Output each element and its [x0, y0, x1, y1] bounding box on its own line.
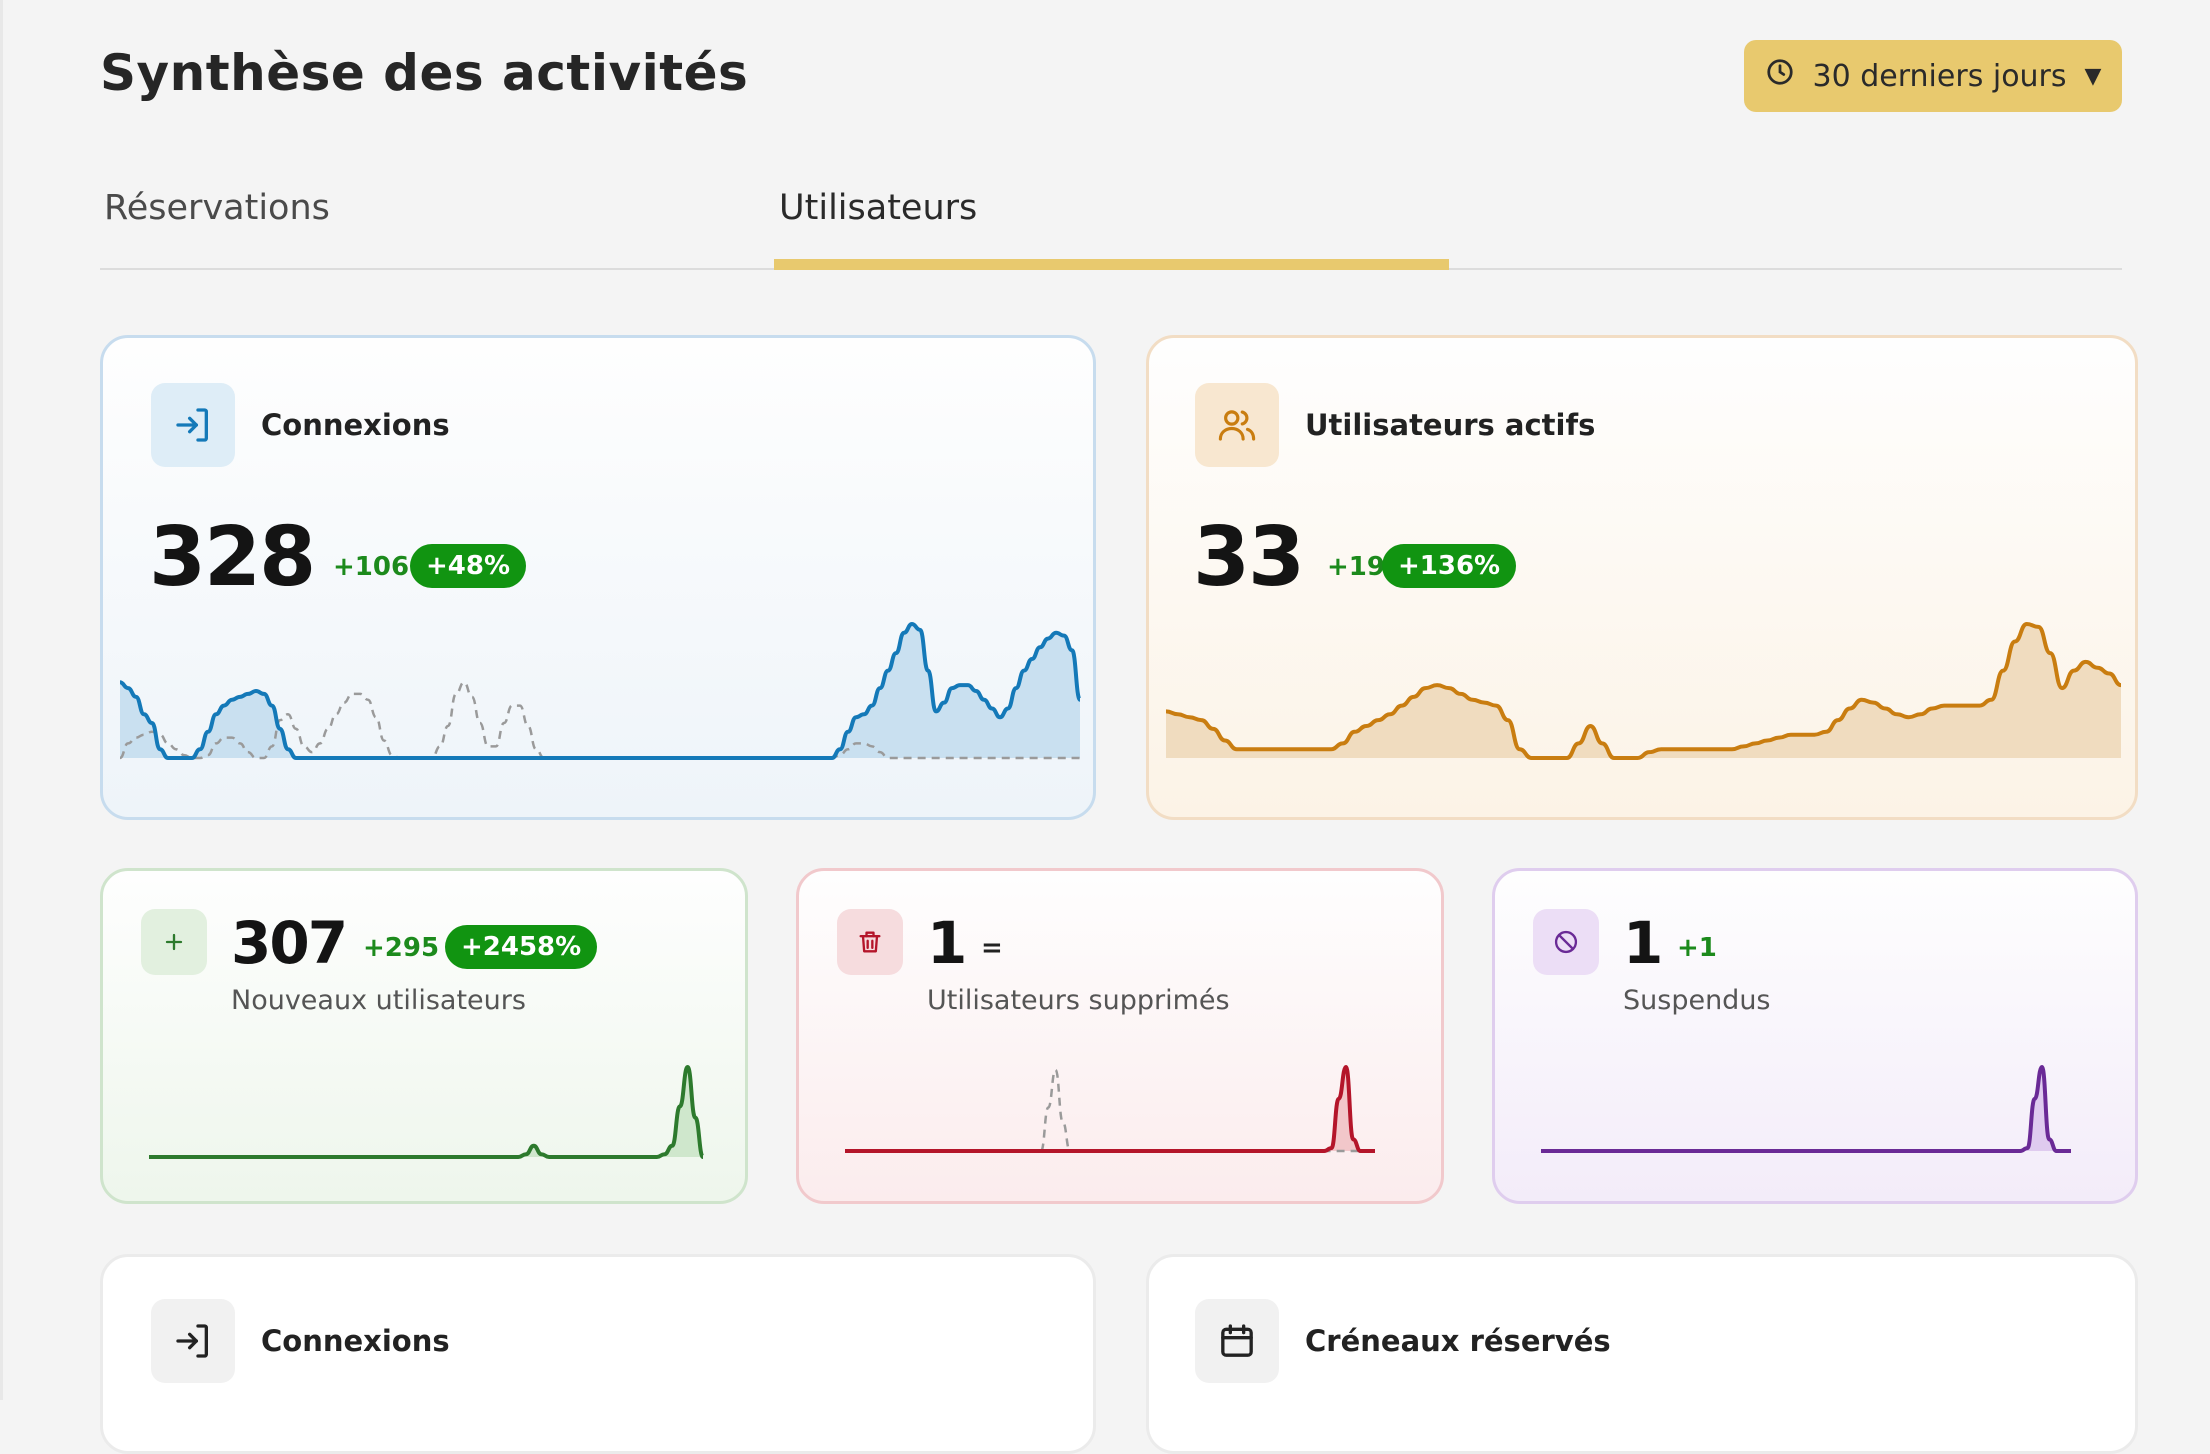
- active-tab-indicator: [774, 259, 1449, 270]
- tab-reservations[interactable]: Réservations: [104, 188, 330, 228]
- metric-delta: +295: [363, 933, 440, 963]
- metric-percent-badge: +136%: [1382, 544, 1517, 588]
- clock-icon: [1765, 57, 1795, 95]
- period-label: 30 derniers jours: [1812, 58, 2067, 94]
- period-selector[interactable]: 30 derniers jours ▼: [1744, 40, 2122, 112]
- sparkline-line: [148, 1065, 705, 1159]
- sparkline-chart: [1541, 1065, 2071, 1153]
- card-title: Connexions: [261, 408, 450, 442]
- metric-value: 328: [149, 510, 316, 605]
- left-border: [0, 0, 3, 1400]
- sparkline-chart: [148, 1065, 705, 1159]
- metric-delta: +19: [1327, 552, 1385, 582]
- sparkline-area: [1166, 624, 2121, 758]
- users-icon: [1195, 383, 1279, 467]
- metric-label: Nouveaux utilisateurs: [231, 985, 526, 1016]
- plus-icon: [141, 909, 207, 975]
- metric-value: 33: [1193, 510, 1305, 605]
- sparkline-area: [120, 624, 1080, 758]
- metric-percent-badge: +2458%: [445, 925, 598, 969]
- card-connexions-detail: Connexions: [100, 1254, 1096, 1454]
- tab-utilisateurs[interactable]: Utilisateurs: [779, 188, 978, 228]
- page-title: Synthèse des activités: [100, 44, 749, 102]
- card-title: Créneaux réservés: [1305, 1324, 1611, 1358]
- metric-delta: =: [981, 933, 1003, 963]
- card-utilisateurs-supprimes: 1 = Utilisateurs supprimés: [796, 868, 1444, 1204]
- trash-icon: [837, 909, 903, 975]
- metric-value: 1: [1623, 909, 1663, 977]
- metric-label: Utilisateurs supprimés: [927, 985, 1230, 1016]
- card-suspendus: 1 +1 Suspendus: [1492, 868, 2138, 1204]
- sparkline-line: [1165, 622, 2122, 760]
- card-creneaux-reserves: Créneaux réservés: [1146, 1254, 2138, 1454]
- sparkline-chart: [845, 1065, 1375, 1153]
- metric-percent-badge: +48%: [410, 544, 527, 588]
- card-title: Connexions: [261, 1324, 450, 1358]
- sparkline-area: [845, 1067, 1375, 1151]
- metric-value: 1: [927, 909, 967, 977]
- tab-bar: Réservations Utilisateurs: [100, 170, 2122, 270]
- sparkline-area: [1541, 1067, 2071, 1151]
- card-title: Utilisateurs actifs: [1305, 408, 1596, 442]
- login-icon: [151, 383, 235, 467]
- sparkline-chart: [1165, 622, 2122, 760]
- card-nouveaux-utilisateurs: 307 +295 +2458% Nouveaux utilisateurs: [100, 868, 748, 1204]
- login-icon: [151, 1299, 235, 1383]
- calendar-icon: [1195, 1299, 1279, 1383]
- caret-down-icon: ▼: [2084, 63, 2102, 89]
- metric-delta: +106: [333, 552, 410, 582]
- sparkline-previous-period: [845, 1068, 1375, 1153]
- card-connexions: Connexions 328 +106 +48%: [100, 335, 1096, 820]
- metric-label: Suspendus: [1623, 985, 1771, 1016]
- sparkline-chart: [119, 622, 1082, 760]
- sparkline-line: [119, 622, 1082, 760]
- ban-icon: [1533, 909, 1599, 975]
- metric-delta: +1: [1677, 933, 1717, 963]
- sparkline-area: [149, 1067, 703, 1157]
- sparkline-line: [1541, 1065, 2071, 1153]
- sparkline-line: [845, 1065, 1375, 1153]
- card-utilisateurs-actifs: Utilisateurs actifs 33 +19 +136%: [1146, 335, 2138, 820]
- metric-value: 307: [231, 909, 348, 977]
